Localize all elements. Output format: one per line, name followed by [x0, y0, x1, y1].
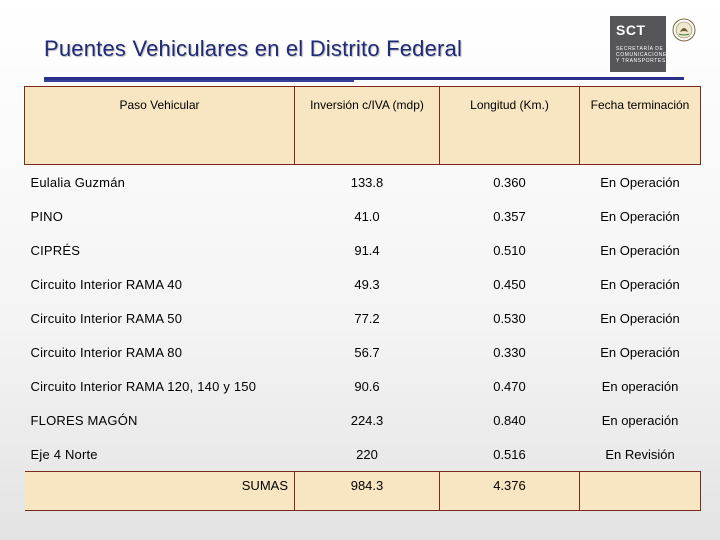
table-row: Eulalia Guzmán 133.8 0.360 En Operación — [25, 165, 701, 200]
sct-logo-box — [610, 16, 666, 72]
table-row: CIPRÉS 91.4 0.510 En Operación — [25, 233, 701, 267]
table-row: Circuito Interior RAMA 40 49.3 0.450 En … — [25, 267, 701, 301]
table-row: Eje 4 Norte 220 0.516 En Revisión — [25, 437, 701, 472]
row-longitud: 0.510 — [493, 242, 526, 258]
row-longitud: 0.516 — [493, 446, 526, 462]
row-name: Circuito Interior RAMA 40 — [30, 276, 183, 292]
row-inversion: 133.8 — [350, 174, 384, 190]
row-longitud: 0.360 — [493, 174, 526, 190]
table-row: PINO 41.0 0.357 En Operación — [25, 199, 701, 233]
page-title: Puentes Vehiculares en el Distrito Feder… — [44, 36, 463, 61]
national-seal-icon — [672, 18, 696, 42]
row-inversion: 220 — [356, 446, 378, 462]
sct-logo-abbr: SCT — [616, 22, 646, 38]
table-row: FLORES MAGÓN 224.3 0.840 En operación — [25, 403, 701, 437]
row-inversion: 77.2 — [354, 310, 380, 326]
row-longitud: 0.530 — [493, 310, 526, 326]
totals-inversion: 984.3 — [294, 471, 440, 511]
row-longitud: 0.330 — [493, 344, 526, 360]
table-row: Circuito Interior RAMA 80 56.7 0.330 En … — [25, 335, 701, 369]
table-row: Circuito Interior RAMA 50 77.2 0.530 En … — [25, 301, 701, 335]
totals-blank-cell — [579, 471, 701, 511]
row-name: CIPRÉS — [30, 242, 81, 258]
totals-longitud: 4.376 — [439, 471, 580, 511]
header-fecha-terminacion: Fecha terminación — [579, 86, 701, 165]
row-name: FLORES MAGÓN — [30, 412, 138, 428]
header-paso-vehicular: Paso Vehicular — [24, 86, 295, 165]
title-underline — [44, 77, 684, 80]
row-name: Circuito Interior RAMA 80 — [30, 344, 183, 360]
row-estado: En operación — [601, 412, 679, 428]
row-estado: En Operación — [600, 208, 680, 224]
row-inversion: 90.6 — [354, 378, 380, 394]
row-name: Circuito Interior RAMA 120, 140 y 150 — [30, 378, 257, 394]
row-name: PINO — [30, 208, 64, 224]
row-estado: En Operación — [600, 344, 680, 360]
sct-logo: SCT SECRETARÍA DE COMUNICACIONES Y TRANS… — [610, 16, 700, 72]
sct-logo-line-1: SECRETARÍA DE — [616, 46, 664, 52]
row-estado: En Operación — [600, 242, 680, 258]
row-inversion: 41.0 — [354, 208, 380, 224]
header-longitud: Longitud (Km.) — [439, 86, 580, 165]
row-estado: En Operación — [600, 174, 680, 190]
row-longitud: 0.840 — [493, 412, 526, 428]
sct-logo-line-3: Y TRANSPORTES — [616, 58, 666, 64]
sct-logo-line-2: COMUNICACIONES — [616, 52, 671, 58]
row-inversion: 49.3 — [354, 276, 380, 292]
row-longitud: 0.357 — [493, 208, 526, 224]
row-estado: En operación — [601, 378, 679, 394]
row-inversion: 56.7 — [354, 344, 380, 360]
row-estado: En Operación — [600, 276, 680, 292]
table-row: Circuito Interior RAMA 120, 140 y 150 90… — [25, 369, 701, 403]
title-underline-accent — [44, 80, 354, 82]
row-name: Eulalia Guzmán — [30, 174, 126, 190]
totals-row: SUMAS 984.3 4.376 — [24, 471, 701, 511]
row-inversion: 91.4 — [354, 242, 380, 258]
row-longitud: 0.450 — [493, 276, 526, 292]
bridges-table: Paso Vehicular Inversión c/IVA (mdp) Lon… — [24, 86, 701, 511]
header-inversion: Inversión c/IVA (mdp) — [294, 86, 440, 165]
totals-label: SUMAS — [24, 471, 295, 511]
sct-logo-subtitle: SECRETARÍA DE COMUNICACIONES Y TRANSPORT… — [616, 46, 700, 64]
row-name: Circuito Interior RAMA 50 — [30, 310, 183, 326]
row-estado: En Revisión — [605, 446, 675, 462]
row-inversion: 224.3 — [350, 412, 384, 428]
row-estado: En Operación — [600, 310, 680, 326]
row-name: Eje 4 Norte — [30, 446, 98, 462]
table-header-row: Paso Vehicular Inversión c/IVA (mdp) Lon… — [24, 86, 701, 165]
row-longitud: 0.470 — [493, 378, 526, 394]
